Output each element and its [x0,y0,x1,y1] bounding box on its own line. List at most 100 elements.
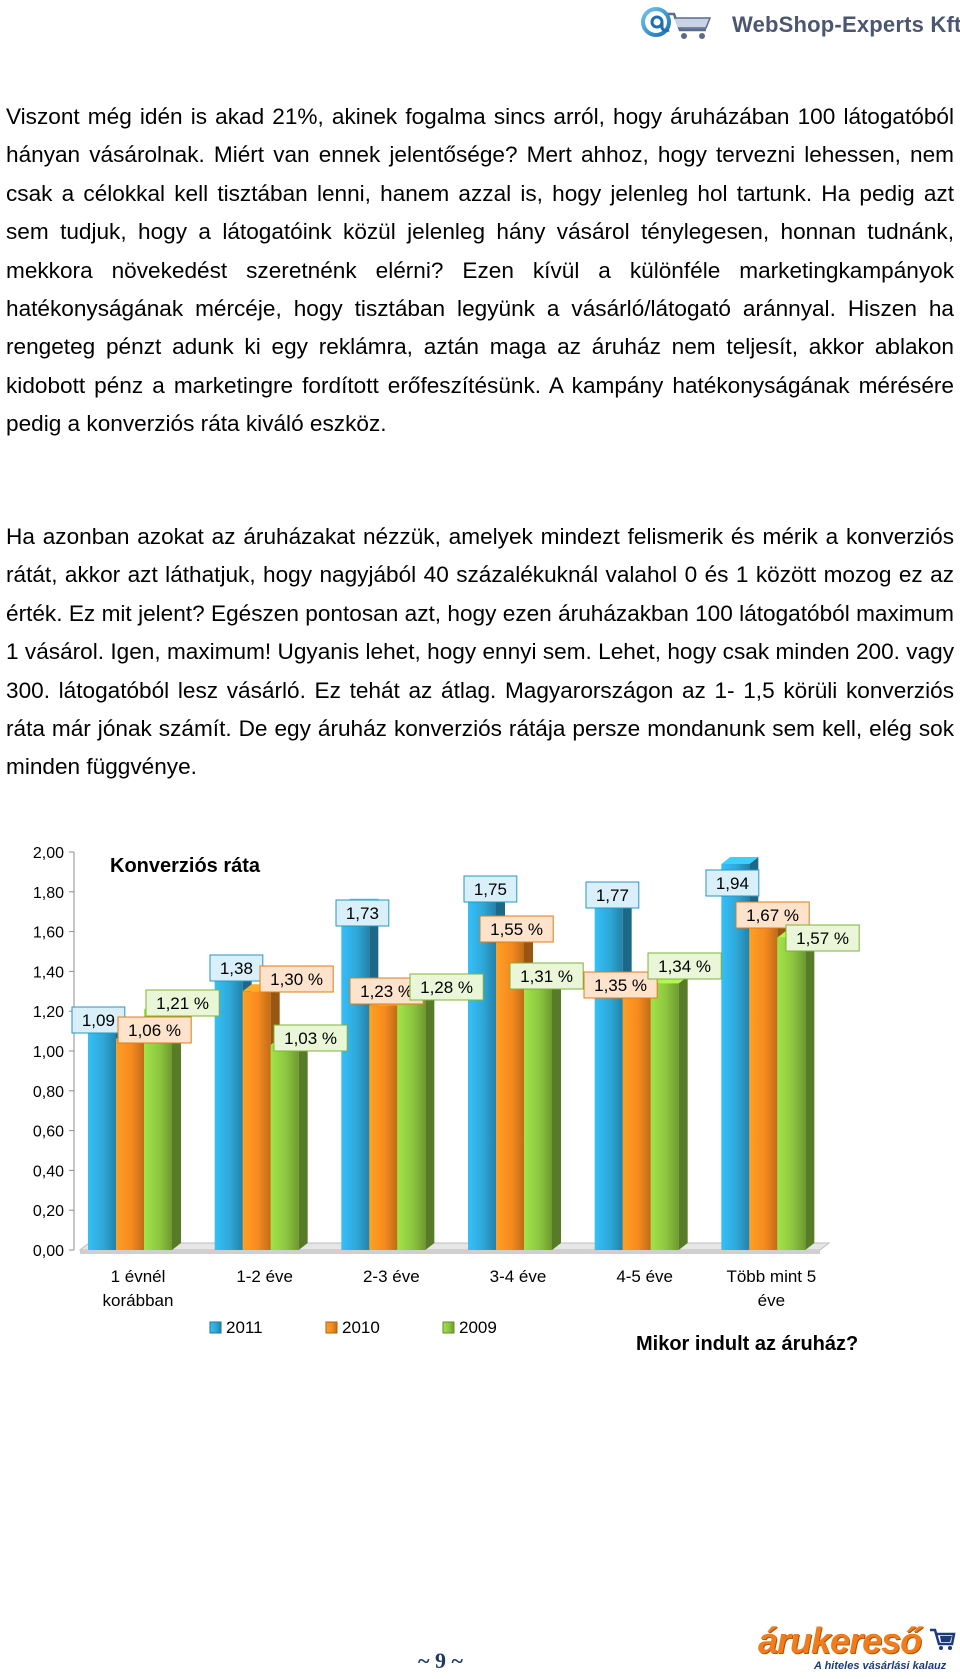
data-label-2011-4: 1,75 [463,875,518,903]
data-label-box [145,989,220,1017]
conversion-rate-chart: 0,00 0,20 0,40 0,60 0,80 1,00 1,20 1,40 1,60 1,80… [33,845,860,1355]
x-tick-label: 1 évnél [111,1267,166,1286]
data-label-box [273,1024,348,1052]
legend-item-2009: 2009 [442,1318,497,1337]
data-label-text: 1,23 % [360,982,413,1001]
bar-side [298,1038,308,1250]
legend-item-2010: 2010 [325,1318,380,1337]
data-label-box [335,899,390,927]
y-tick-label: 1,40 [33,964,64,981]
chart-legend: 2011 2010 2009 [209,1318,497,1337]
y-tick-label: 1,60 [33,925,64,942]
bar-2009-5 [650,976,688,1250]
data-label-box [705,869,760,897]
data-label-text: 1,09 [82,1011,115,1030]
data-label-text: 1,28 % [420,978,473,997]
x-tick-label: korábban [103,1291,174,1310]
bar-front [116,1039,144,1250]
data-label-box [259,965,334,993]
brand-name: WebShop-Experts Kft. [732,12,960,37]
bar-side [425,988,435,1250]
page-header: WebShop-Experts Kft. [0,0,960,60]
x-tick-label: 1-2 éve [236,1267,293,1286]
data-label-box [647,952,722,980]
x-tick-label: Több mint 5 [726,1267,816,1286]
arukereso-tagline: A hiteles vásárlási kalauz [814,1660,947,1672]
bar-front [594,897,623,1250]
x-tick-label: 3-4 éve [490,1267,547,1286]
chart-data-labels: 1,09 1,06 % 1,21 % 1,38 1,30 % 1,03 % 1,73 1,23… [71,869,860,1052]
bar-side [552,982,561,1250]
x-tick-label: éve [758,1291,785,1310]
data-label-text: 1,35 % [594,976,647,995]
data-label-text: 1,55 % [490,920,543,939]
cart-icon [930,1628,956,1650]
y-tick-label: 2,00 [33,845,64,862]
data-label-2010-2: 1,30 % [259,965,334,993]
chart-floor [78,1242,831,1251]
body-paragraph-1: Viszont még idén is akad 21%, akinek fog… [6,104,954,437]
data-label-text: 1,38 [220,959,253,978]
data-label-box [463,875,518,903]
arukereso-logo: árukereső A hiteles vásárlási kalauz [758,1620,958,1678]
data-label-2009-1: 1,21 % [145,989,220,1017]
bar-front [749,917,778,1250]
data-label-text: 1,57 % [796,929,849,948]
data-label-text: 1,67 % [746,906,799,925]
bar-front [144,1009,172,1250]
bar-front [622,981,651,1250]
bar-front [524,989,552,1250]
data-label-2011-1: 1,09 [71,1006,126,1034]
data-label-2011-3: 1,73 [335,899,390,927]
data-label-2010-5: 1,35 % [583,971,658,999]
data-label-2009-3: 1,28 % [409,973,484,1001]
bar-top [721,856,759,864]
page-number: ~ 9 ~ [418,1648,463,1673]
data-label-text: 1,77 [596,886,629,905]
bar-front [496,941,524,1250]
data-label-text: 1,06 % [128,1021,181,1040]
y-tick-label: 0,40 [33,1163,64,1180]
bar-front [88,1033,116,1250]
bar-front [397,995,426,1250]
data-label-box [583,971,658,999]
data-label-2009-5: 1,34 % [647,952,722,980]
data-label-box [409,973,484,1001]
bar-front [650,983,679,1250]
data-label-box [735,901,810,929]
data-label-box [785,924,860,952]
data-label-text: 1,34 % [658,957,711,976]
bar-front [777,937,806,1250]
arukereso-logo-name: árukereső [758,1620,922,1661]
legend-label: 2011 [226,1318,263,1337]
chart-bars [88,856,815,1250]
body-paragraph-2: Ha azonban azokat az áruházakat nézzük, … [6,524,954,780]
y-tick-label: 0,60 [33,1124,64,1141]
legend-label: 2010 [342,1318,380,1337]
bar-2009-2 [270,1038,308,1250]
bar-front [468,901,496,1250]
bar-front [270,1045,299,1250]
bar-2009-4 [524,982,561,1250]
data-label-2010-1: 1,06 % [117,1016,192,1044]
y-tick-label: 1,80 [33,885,64,902]
x-tick-label: 2-3 éve [363,1267,420,1286]
chart-axis: 0,00 0,20 0,40 0,60 0,80 1,00 1,20 1,40 1,60 1,80… [33,845,831,1310]
data-label-text: 1,31 % [520,967,573,986]
bar-2009-1 [144,1002,181,1250]
x-tick-label: 4-5 éve [616,1267,673,1286]
y-tick-label: 0,80 [33,1084,64,1101]
data-label-2011-2: 1,38 [209,954,264,982]
data-label-2009-6: 1,57 % [785,924,860,952]
bar-2009-6 [777,930,815,1250]
chart-x-axis-title: Mikor indult az áruház? [636,1333,858,1355]
data-label-box [479,915,554,943]
data-label-text: 1,30 % [270,970,323,989]
bar-front [242,991,271,1250]
bar-side [678,976,688,1250]
chart-floor-edge [80,1250,820,1254]
legend-item-2011: 2011 [209,1318,263,1337]
legend-label: 2009 [459,1318,497,1337]
data-label-2011-6: 1,94 [705,869,760,897]
data-label-2010-6: 1,67 % [735,901,810,929]
